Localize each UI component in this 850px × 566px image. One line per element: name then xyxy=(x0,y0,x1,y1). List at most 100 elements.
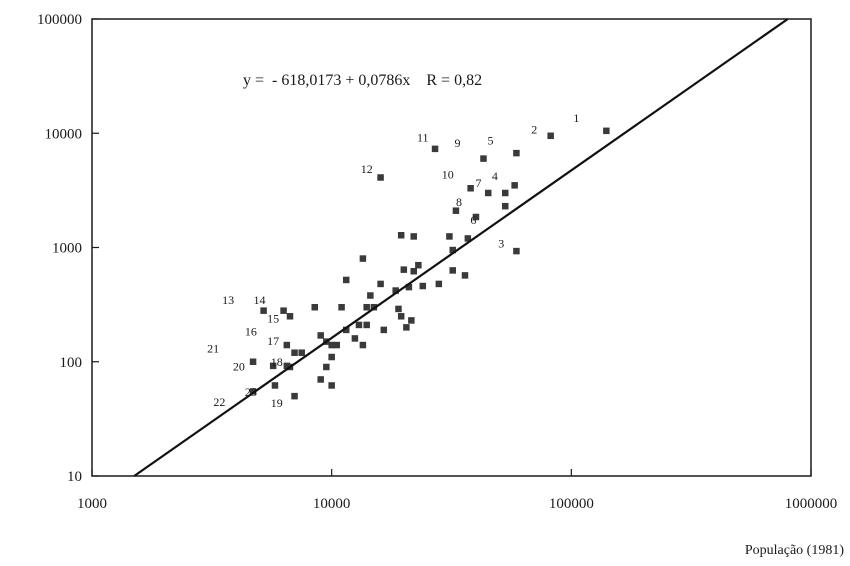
data-point xyxy=(405,283,413,291)
data-point xyxy=(461,272,469,279)
data-point xyxy=(449,246,456,254)
data-point xyxy=(317,376,324,383)
data-point xyxy=(249,388,257,395)
x-axis-ticks: 1000 10000 100000 1000000 xyxy=(77,469,837,512)
data-point xyxy=(446,233,453,240)
data-point xyxy=(502,189,509,197)
point-label: 17 xyxy=(267,334,279,348)
data-point xyxy=(298,349,305,356)
x-tick-label: 10000 xyxy=(313,496,351,512)
point-label: 12 xyxy=(361,162,373,176)
data-point xyxy=(397,313,405,320)
point-label: 9 xyxy=(455,136,461,150)
y-tick-label: 10 xyxy=(67,469,82,485)
data-point xyxy=(513,149,520,157)
y-axis-ticks: 10 100 1000 10000 100000 xyxy=(37,12,99,485)
data-point xyxy=(403,324,410,331)
x-tick-label: 1000000 xyxy=(785,496,838,512)
point-label: 1 xyxy=(573,111,579,125)
data-point xyxy=(317,332,324,339)
data-point xyxy=(480,155,487,162)
point-label: 19 xyxy=(271,396,283,410)
point-label: 6 xyxy=(470,213,476,227)
data-point xyxy=(280,307,287,314)
regression-equation: y = - 618,0173 + 0,0786x R = 0,82 xyxy=(243,72,482,89)
regression-line xyxy=(133,18,789,477)
data-point xyxy=(291,349,298,356)
data-point xyxy=(484,189,492,197)
data-point xyxy=(351,335,359,342)
data-point xyxy=(452,207,460,214)
data-point xyxy=(547,132,554,140)
data-point xyxy=(502,202,509,210)
data-point xyxy=(392,287,399,294)
y-tick-label: 100 xyxy=(60,355,83,371)
data-point xyxy=(333,341,340,349)
data-point xyxy=(328,382,335,389)
point-label: 5 xyxy=(488,133,494,147)
data-point xyxy=(311,303,319,311)
data-point xyxy=(269,362,277,370)
y-tick-label: 1000 xyxy=(52,241,82,257)
data-point xyxy=(410,233,417,240)
data-point xyxy=(449,267,456,274)
data-point xyxy=(342,326,350,334)
data-point xyxy=(415,261,422,269)
data-point xyxy=(472,213,480,221)
data-point xyxy=(464,235,472,242)
point-label: 18 xyxy=(271,355,283,369)
data-point xyxy=(328,341,335,349)
point-label: 11 xyxy=(417,130,429,144)
point-label: 20 xyxy=(233,359,245,373)
y-tick-label: 100000 xyxy=(37,12,82,28)
data-point xyxy=(377,280,384,288)
point-label: 4 xyxy=(492,169,498,183)
x-tick-label: 100000 xyxy=(549,496,594,512)
x-tick-label: 1000 xyxy=(77,496,107,512)
data-point xyxy=(359,341,367,349)
data-point xyxy=(419,282,427,290)
point-label: 15 xyxy=(267,312,279,326)
point-label: 14 xyxy=(254,293,266,307)
data-point xyxy=(467,185,474,192)
point-label: 3 xyxy=(498,237,504,251)
data-point xyxy=(397,232,405,239)
data-point xyxy=(513,247,520,255)
data-point xyxy=(380,326,388,334)
point-label: 16 xyxy=(245,324,257,338)
data-point xyxy=(355,321,363,329)
x-axis-label: População (1981) xyxy=(745,543,844,558)
data-point xyxy=(291,392,298,400)
data-point xyxy=(410,267,417,275)
data-point xyxy=(359,255,367,262)
data-point xyxy=(328,353,335,361)
data-point xyxy=(271,382,279,389)
data-point xyxy=(249,358,257,365)
data-point xyxy=(363,303,370,311)
data-point xyxy=(342,276,350,284)
data-point xyxy=(338,303,345,311)
point-label: 10 xyxy=(442,168,454,182)
data-point xyxy=(511,182,518,189)
data-point xyxy=(363,321,370,329)
data-point xyxy=(435,280,443,288)
point-label: 2 xyxy=(531,122,537,136)
data-point xyxy=(431,145,439,153)
data-point xyxy=(323,363,330,371)
point-label: 8 xyxy=(456,195,462,209)
data-point xyxy=(283,341,291,349)
point-label: 22 xyxy=(213,395,225,409)
data-point xyxy=(283,362,291,370)
data-point xyxy=(395,305,402,313)
point-label: 13 xyxy=(222,293,234,307)
data-point xyxy=(367,292,374,299)
data-point xyxy=(286,313,294,320)
point-label: 21 xyxy=(207,342,219,356)
data-point xyxy=(260,307,267,314)
y-tick-label: 10000 xyxy=(45,126,83,142)
data-point xyxy=(377,174,384,181)
data-points xyxy=(249,127,610,400)
data-point xyxy=(603,127,610,135)
